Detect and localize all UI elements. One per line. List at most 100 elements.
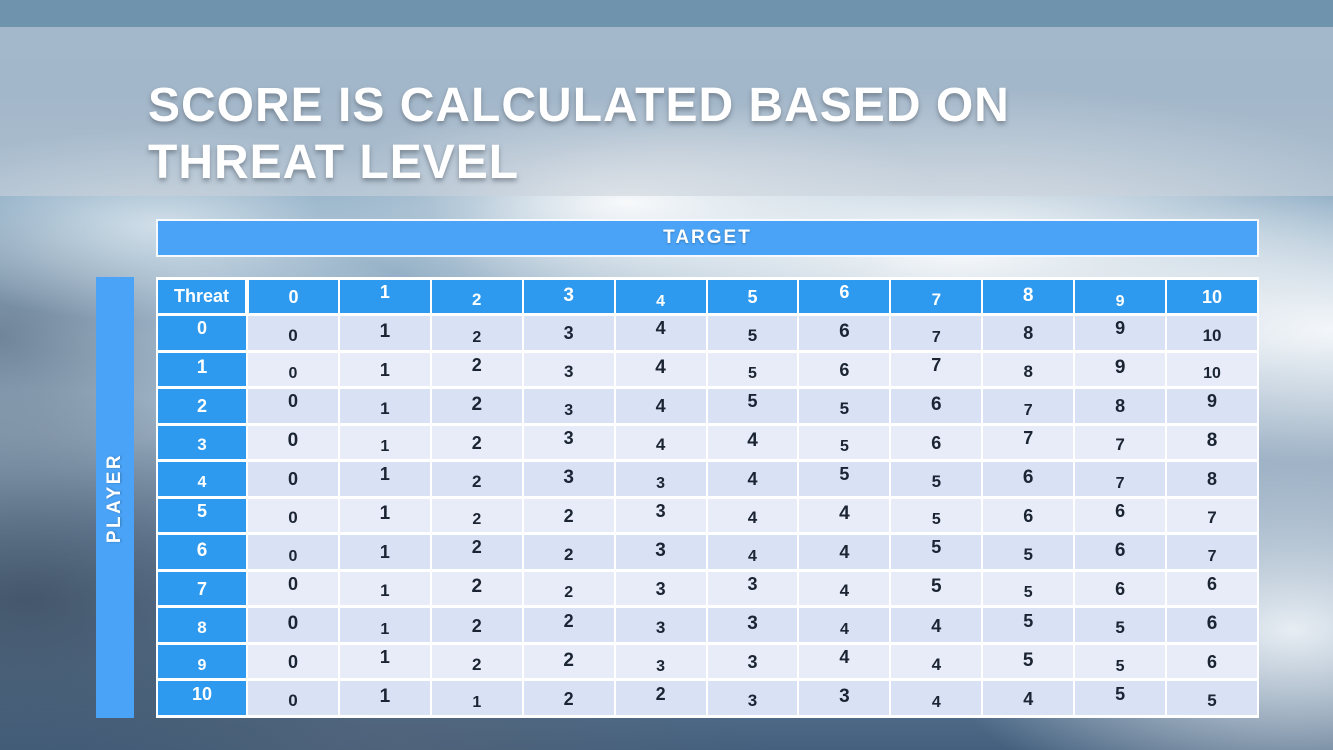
row-header-3: 3 xyxy=(156,422,248,463)
target-header-bar: TARGET xyxy=(156,219,1259,257)
score-cell-2-5: 5 xyxy=(705,386,800,426)
score-cell-8-9: 5 xyxy=(1073,605,1168,645)
row-header-1: 1 xyxy=(156,349,248,390)
score-cell-0-2: 2 xyxy=(429,313,524,353)
score-cell-5-7: 5 xyxy=(889,495,984,536)
score-cell-3-10: 8 xyxy=(1165,422,1259,463)
score-cell-5-2: 2 xyxy=(429,495,524,536)
score-cell-5-5: 4 xyxy=(705,495,800,536)
score-cell-3-8: 7 xyxy=(981,422,1076,463)
title-line-1: SCORE IS CALCULATED BASED ON xyxy=(148,79,1010,132)
score-cell-8-0: 0 xyxy=(246,605,340,645)
score-cell-0-0: 0 xyxy=(246,313,340,353)
score-cell-3-6: 5 xyxy=(797,422,892,463)
score-cell-2-9: 8 xyxy=(1073,386,1168,426)
score-row-10: 10 0 1 1 2 2 3 3 4 4 5 5 xyxy=(156,678,1259,718)
score-cell-0-5: 5 xyxy=(705,313,800,353)
score-cell-3-2: 2 xyxy=(429,422,524,463)
score-cell-6-5: 4 xyxy=(705,532,800,572)
score-cell-4-3: 3 xyxy=(521,459,616,499)
table-head: Threat 0 1 2 3 4 5 6 7 8 9 10 xyxy=(156,277,1259,316)
score-cell-7-9: 6 xyxy=(1073,568,1168,609)
score-cell-8-10: 6 xyxy=(1165,605,1259,645)
corner-threat-cell: Threat xyxy=(156,277,249,316)
score-cell-9-1: 1 xyxy=(337,641,432,682)
score-cell-2-3: 3 xyxy=(521,386,616,426)
score-cell-8-8: 5 xyxy=(981,605,1076,645)
score-cell-0-4: 4 xyxy=(613,313,708,353)
row-header-5: 5 xyxy=(156,495,248,536)
score-cell-1-5: 5 xyxy=(705,349,800,390)
top-accent-bar xyxy=(0,0,1333,27)
score-cell-4-0: 0 xyxy=(246,459,340,499)
score-cell-1-8: 8 xyxy=(981,349,1076,390)
score-cell-6-9: 6 xyxy=(1073,532,1168,572)
score-cell-1-0: 0 xyxy=(246,349,340,390)
score-row-0: 0 0 1 2 3 4 5 6 7 8 9 10 xyxy=(156,313,1259,353)
score-cell-10-8: 4 xyxy=(981,678,1076,718)
player-header-bar: PLAYER xyxy=(96,277,134,718)
score-cell-1-2: 2 xyxy=(429,349,524,390)
score-cell-5-6: 4 xyxy=(797,495,892,536)
score-cell-10-9: 5 xyxy=(1073,678,1168,718)
score-cell-10-0: 0 xyxy=(246,678,340,718)
row-header-4: 4 xyxy=(156,459,248,499)
score-cell-0-8: 8 xyxy=(981,313,1076,353)
score-cell-2-6: 5 xyxy=(797,386,892,426)
score-cell-9-0: 0 xyxy=(246,641,340,682)
column-header-4: 4 xyxy=(613,277,708,316)
row-header-2: 2 xyxy=(156,386,248,426)
score-cell-10-1: 1 xyxy=(337,678,432,718)
score-cell-9-5: 3 xyxy=(705,641,800,682)
score-cell-4-8: 6 xyxy=(981,459,1076,499)
score-cell-8-7: 4 xyxy=(889,605,984,645)
score-cell-5-10: 7 xyxy=(1165,495,1259,536)
score-cell-6-7: 5 xyxy=(889,532,984,572)
score-cell-9-7: 4 xyxy=(889,641,984,682)
score-cell-3-7: 6 xyxy=(889,422,984,463)
score-cell-3-3: 3 xyxy=(521,422,616,463)
score-cell-1-3: 3 xyxy=(521,349,616,390)
score-cell-2-1: 1 xyxy=(337,386,432,426)
score-cell-3-5: 4 xyxy=(705,422,800,463)
score-cell-7-7: 5 xyxy=(889,568,984,609)
score-cell-4-9: 7 xyxy=(1073,459,1168,499)
score-cell-7-10: 6 xyxy=(1165,568,1259,609)
score-cell-6-3: 2 xyxy=(521,532,616,572)
score-cell-1-7: 7 xyxy=(889,349,984,390)
score-cell-1-1: 1 xyxy=(337,349,432,390)
score-cell-1-6: 6 xyxy=(797,349,892,390)
score-cell-9-9: 5 xyxy=(1073,641,1168,682)
score-cell-4-10: 8 xyxy=(1165,459,1259,499)
row-header-6: 6 xyxy=(156,532,248,572)
score-cell-6-6: 4 xyxy=(797,532,892,572)
score-cell-0-10: 10 xyxy=(1165,313,1259,353)
score-cell-2-2: 2 xyxy=(429,386,524,426)
score-cell-10-4: 2 xyxy=(613,678,708,718)
score-cell-8-3: 2 xyxy=(521,605,616,645)
score-cell-9-2: 2 xyxy=(429,641,524,682)
score-cell-9-10: 6 xyxy=(1165,641,1259,682)
score-cell-7-3: 2 xyxy=(521,568,616,609)
score-cell-0-7: 7 xyxy=(889,313,984,353)
row-header-10: 10 xyxy=(156,678,248,718)
score-cell-7-4: 3 xyxy=(613,568,708,609)
score-cell-4-2: 2 xyxy=(429,459,524,499)
score-row-1: 1 0 1 2 3 4 5 6 7 8 9 10 xyxy=(156,349,1259,390)
column-header-1: 1 xyxy=(337,277,432,316)
score-cell-5-4: 3 xyxy=(613,495,708,536)
score-cell-9-6: 4 xyxy=(797,641,892,682)
score-cell-4-5: 4 xyxy=(705,459,800,499)
score-cell-2-4: 4 xyxy=(613,386,708,426)
score-cell-5-3: 2 xyxy=(521,495,616,536)
score-cell-8-4: 3 xyxy=(613,605,708,645)
table-body: 0 0 1 2 3 4 5 6 7 8 9 10 1 0 1 2 3 4 5 6 7 8 9 10 2 0 1 2 3 4 5 5 6 7 8 9 3 0… xyxy=(156,313,1259,718)
score-cell-1-9: 9 xyxy=(1073,349,1168,390)
score-cell-3-0: 0 xyxy=(246,422,340,463)
